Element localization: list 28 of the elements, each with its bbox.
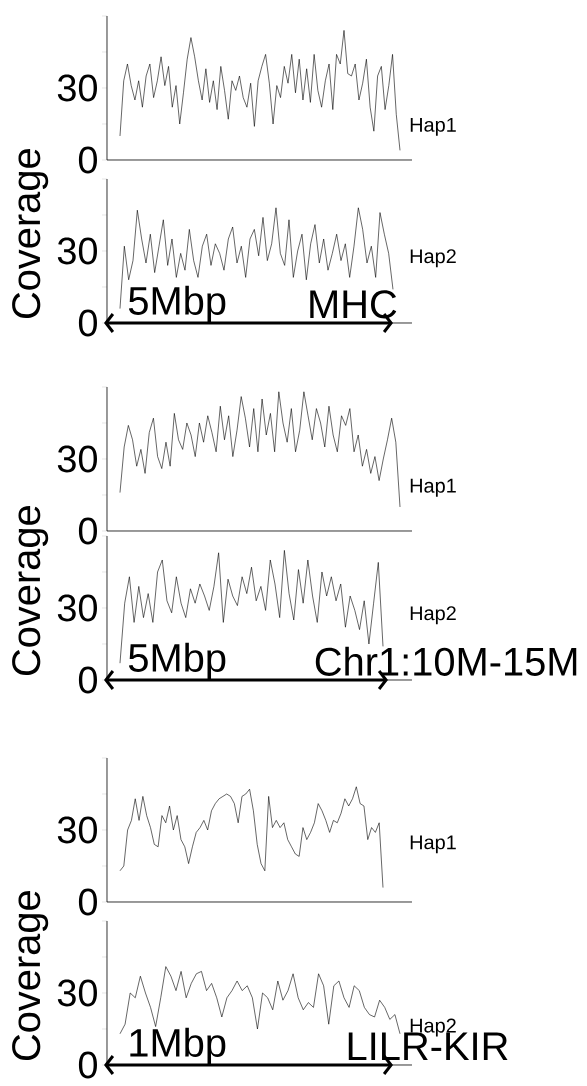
annotation: 5Mbp: [128, 285, 226, 323]
y-axis-title: Coverage: [12, 891, 49, 1061]
annotation: Chr1:10M-15M: [315, 646, 577, 676]
y-tick-label: 0: [78, 517, 97, 545]
y-tick-label: 0: [78, 1051, 97, 1079]
y-tick-label: 0: [78, 888, 97, 916]
y-tick-label: 30: [57, 816, 97, 844]
annotation: 5Mbp: [128, 642, 226, 680]
y-tick-label: 0: [78, 146, 97, 174]
series-label: Hap2: [410, 249, 456, 268]
annotation: MHC: [310, 290, 397, 319]
line-series: [119, 30, 401, 151]
line-series: [119, 786, 384, 888]
y-tick-label: 0: [78, 309, 97, 337]
y-tick-label: 30: [57, 445, 97, 473]
y-axis-title: Coverage: [12, 149, 49, 319]
line-series: [119, 391, 401, 508]
y-axis-title: Coverage: [12, 506, 49, 676]
y-tick-label: 30: [57, 594, 97, 622]
annotation: 1Mbp: [130, 1027, 226, 1065]
y-tick-label: 0: [78, 666, 97, 694]
series-label: Hap2: [410, 606, 456, 625]
series-label: Hap1: [410, 478, 456, 497]
y-tick-label: 30: [57, 237, 97, 265]
series-label: Hap1: [410, 835, 456, 854]
y-tick-label: 30: [57, 74, 97, 102]
y-tick-label: 30: [57, 979, 97, 1007]
series-label: Hap1: [410, 117, 456, 136]
